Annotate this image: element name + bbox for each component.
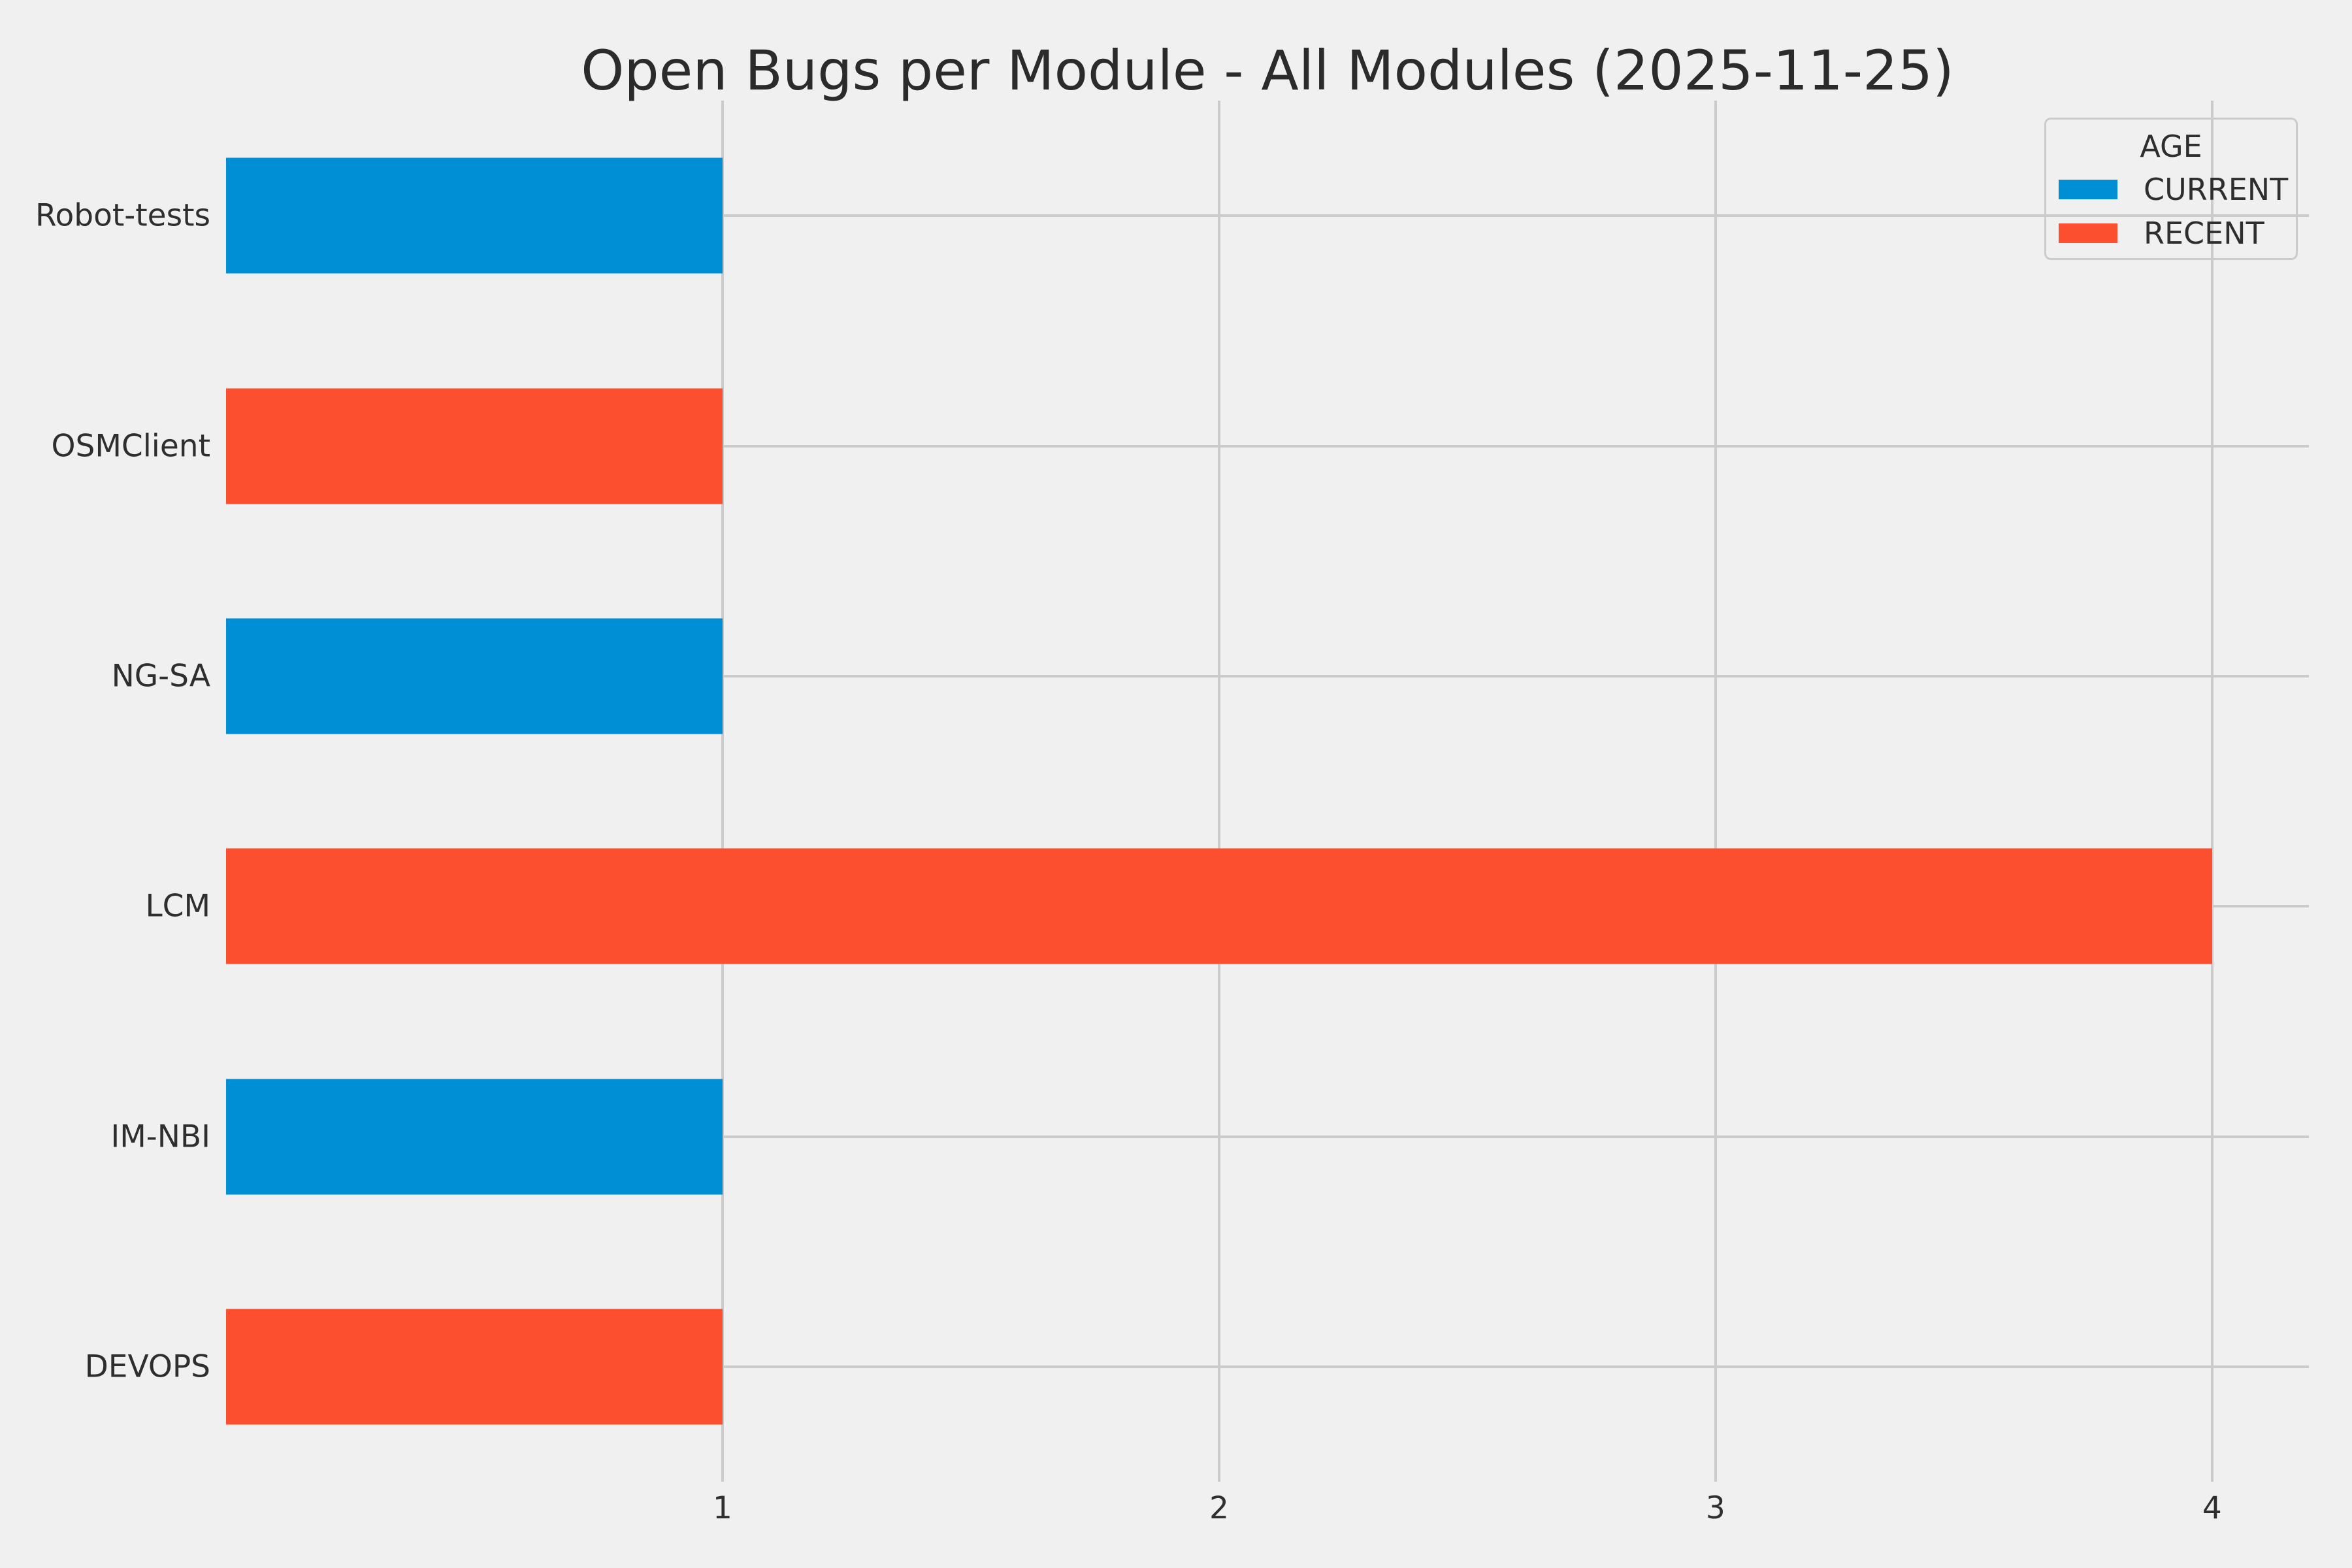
legend-item-label: CURRENT	[2144, 172, 2289, 207]
bar-im-nbi	[226, 1079, 723, 1194]
plot-area	[226, 101, 2309, 1482]
x-tick-label: 1	[712, 1490, 732, 1526]
legend-item: CURRENT	[2059, 174, 2288, 204]
legend-swatch	[2059, 180, 2117, 199]
chart-title: Open Bugs per Module - All Modules (2025…	[581, 39, 1954, 103]
y-gridline	[226, 444, 2309, 448]
y-gridline	[226, 214, 2309, 218]
y-axis-labels: Robot-tests OSMClient NG-SA LCM IM-NBI DEVOPS	[0, 101, 210, 1482]
legend-swatch	[2059, 223, 2117, 243]
bar-robot-tests	[226, 157, 723, 274]
x-axis-ticks: 1 2 3 4	[226, 1493, 2309, 1552]
x-tick-label: 4	[2202, 1490, 2222, 1526]
bar-ng-sa	[226, 618, 723, 734]
y-gridline	[226, 1365, 2309, 1368]
x-gridline	[2210, 101, 2213, 1482]
legend-title: AGE	[2140, 129, 2202, 164]
y-axis-label: IM-NBI	[110, 1119, 210, 1154]
legend-item-label: RECENT	[2144, 216, 2264, 251]
y-gridline	[226, 1135, 2309, 1138]
y-axis-label: Robot-tests	[35, 197, 210, 234]
y-axis-label: DEVOPS	[84, 1348, 210, 1385]
legend: AGE CURRENT RECENT	[2044, 118, 2298, 260]
bars-layer	[226, 101, 2309, 1482]
x-gridline	[1714, 101, 1717, 1482]
x-tick-label: 3	[1705, 1490, 1725, 1526]
y-gridline	[226, 674, 2309, 678]
x-tick-label: 2	[1209, 1490, 1229, 1526]
y-axis-label: NG-SA	[111, 658, 210, 694]
x-gridline	[721, 101, 724, 1482]
bar-devops	[226, 1309, 723, 1425]
bar-lcm	[226, 848, 2212, 964]
legend-item: RECENT	[2059, 218, 2264, 248]
x-gridline	[1217, 101, 1220, 1482]
y-axis-label: LCM	[145, 888, 210, 924]
bar-osmclient	[226, 388, 723, 504]
y-axis-label: OSMClient	[51, 428, 210, 464]
